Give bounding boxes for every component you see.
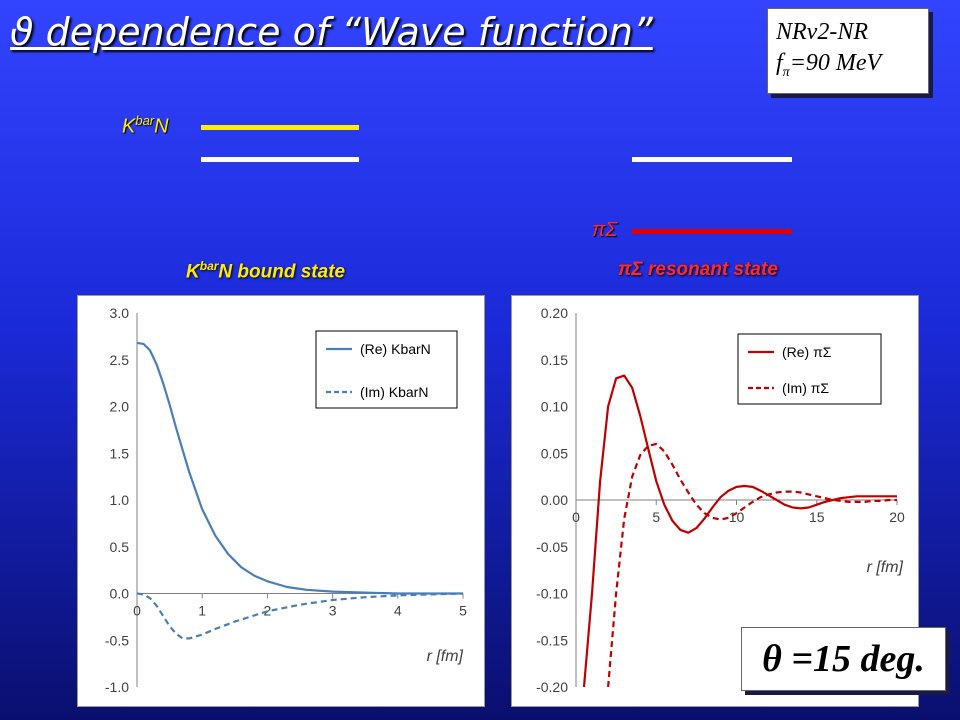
theta-label: θ =15 deg. <box>741 627 946 691</box>
left-state-line <box>201 157 359 162</box>
y-tick-label: 1.5 <box>110 445 130 461</box>
x-axis-label: r [fm] <box>427 648 464 665</box>
x-tick-label: 20 <box>889 509 905 525</box>
left-subtitle-rest: N bound state <box>218 261 346 283</box>
x-tick-label: 5 <box>459 603 467 619</box>
info-model: NRv2-NR <box>776 19 868 45</box>
legend-box <box>315 330 458 409</box>
y-tick-label: 3.0 <box>110 305 130 321</box>
legend-entry: (Im) KbarN <box>360 384 428 400</box>
y-tick-label: -0.5 <box>105 632 129 648</box>
kbarn-sup: bar <box>135 113 155 128</box>
info-fpi: fπ=90 MeV <box>776 48 928 82</box>
x-tick-label: 10 <box>729 509 745 525</box>
y-tick-label: 2.0 <box>110 399 130 415</box>
x-tick-label: 4 <box>394 603 402 619</box>
y-tick-label: -1.0 <box>105 679 129 695</box>
slide-title: ϑ dependence of “Wave function” <box>10 10 653 54</box>
y-tick-label: 0.00 <box>541 492 568 508</box>
pisigma-level-label: πΣ <box>592 219 618 241</box>
series-line-re <box>582 374 897 687</box>
x-axis-label: r [fm] <box>867 559 904 576</box>
x-tick-label: 3 <box>329 603 337 619</box>
kbarn-level-label: KbarN <box>122 113 169 139</box>
left-chart-subtitle: KbarN bound state <box>186 259 345 283</box>
kbarn-threshold-line <box>201 125 359 130</box>
legend-entry: (Re) KbarN <box>360 341 431 357</box>
y-tick-label: 0.05 <box>541 445 568 461</box>
y-tick-label: 0.20 <box>541 305 568 321</box>
y-tick-label: 0.10 <box>541 399 568 415</box>
x-tick-label: 0 <box>572 509 580 525</box>
x-tick-label: 5 <box>652 509 660 525</box>
y-tick-label: -0.20 <box>536 679 568 695</box>
series-line-im <box>137 592 463 640</box>
info-mev: =90 MeV <box>789 50 882 77</box>
y-tick-label: 0.5 <box>110 539 130 555</box>
kbarn-k: K <box>122 115 136 138</box>
x-tick-label: 0 <box>133 603 141 619</box>
info-box: NRv2-NR fπ=90 MeV <box>767 8 929 94</box>
legend-entry: (Re) πΣ <box>782 344 832 360</box>
y-tick-label: 0.15 <box>541 352 568 368</box>
series-line-im <box>607 442 897 687</box>
y-tick-label: 2.5 <box>110 352 130 368</box>
y-tick-label: -0.10 <box>536 586 568 602</box>
right-state-line <box>632 157 792 162</box>
left-subtitle-sup: bar <box>199 259 219 273</box>
legend-entry: (Im) πΣ <box>782 380 829 396</box>
info-pi-sub: π <box>782 64 790 80</box>
pisigma-threshold-line <box>632 229 792 234</box>
info-f: f <box>776 50 783 77</box>
kbarn-n: N <box>154 115 169 138</box>
legend-box <box>737 333 882 405</box>
x-tick-label: 15 <box>809 509 825 525</box>
x-tick-label: 1 <box>198 603 206 619</box>
y-tick-label: -0.15 <box>536 632 568 648</box>
left-subtitle-k: K <box>186 261 200 283</box>
series-line-re <box>137 341 463 595</box>
y-tick-label: 1.0 <box>110 492 130 508</box>
right-chart-subtitle: πΣ resonant state <box>618 259 778 280</box>
kbarn-wavefunction-chart: 3.02.52.01.51.00.50.0-0.5-1.00 1 2 3 4 5r [fm… <box>77 295 485 707</box>
y-tick-label: -0.05 <box>536 539 568 555</box>
y-tick-label: 0.0 <box>110 586 130 602</box>
